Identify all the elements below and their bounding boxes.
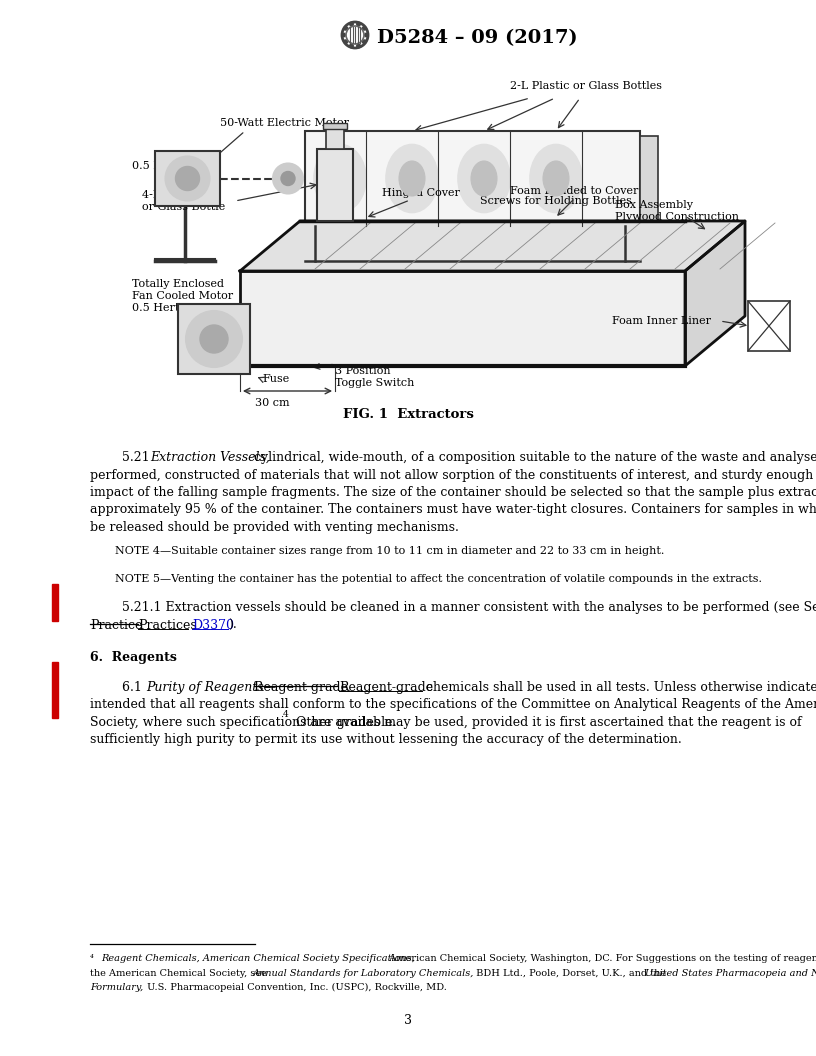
Text: NOTE 5—Venting the container has the potential to affect the concentration of vo: NOTE 5—Venting the container has the pot… — [115, 574, 762, 584]
Ellipse shape — [314, 145, 366, 212]
Circle shape — [362, 26, 366, 30]
Polygon shape — [685, 221, 745, 366]
Circle shape — [362, 40, 366, 43]
Circle shape — [200, 325, 228, 353]
Text: approximately 95 % of the container. The containers must have water-tight closur: approximately 95 % of the container. The… — [90, 504, 816, 516]
Text: Foam Bonded to Cover: Foam Bonded to Cover — [510, 186, 638, 196]
Text: Totally Enclosed
Fan Cooled Motor
0.5 Hertz, 93 Watts: Totally Enclosed Fan Cooled Motor 0.5 He… — [132, 280, 242, 313]
Circle shape — [273, 164, 303, 193]
Text: 50-Watt Electric Motor: 50-Watt Electric Motor — [220, 118, 349, 128]
Text: 2-L Plastic or Glass Bottles: 2-L Plastic or Glass Bottles — [510, 81, 662, 91]
Circle shape — [357, 44, 361, 48]
Circle shape — [186, 312, 242, 367]
Text: Reagent Chemicals, American Chemical Society Specifications,: Reagent Chemicals, American Chemical Soc… — [101, 954, 415, 963]
Text: NOTE 4—Suitable container sizes range from 10 to 11 cm in diameter and 22 to 33 : NOTE 4—Suitable container sizes range fr… — [115, 547, 664, 557]
Text: be released should be provided with venting mechanisms.: be released should be provided with vent… — [90, 521, 459, 534]
Text: Practices: Practices — [138, 619, 197, 631]
Text: 5.21.1 Extraction vessels should be cleaned in a manner consistent with the anal: 5.21.1 Extraction vessels should be clea… — [122, 602, 816, 615]
Text: Box Assembly
Plywood Construction: Box Assembly Plywood Construction — [615, 201, 739, 222]
Ellipse shape — [543, 161, 569, 196]
Bar — [52, 662, 59, 718]
Text: chemicals shall be used in all tests. Unless otherwise indicated, it is: chemicals shall be used in all tests. Un… — [422, 681, 816, 694]
Circle shape — [357, 22, 361, 25]
Text: 3: 3 — [404, 1015, 412, 1027]
Text: 30 cm: 30 cm — [255, 398, 290, 408]
Text: 6.  Reagents: 6. Reagents — [90, 652, 177, 664]
Text: Formulary,: Formulary, — [90, 983, 144, 992]
Polygon shape — [240, 221, 745, 271]
Circle shape — [166, 156, 210, 201]
Text: Other grades may be used, provided it is first ascertained that the reagent is o: Other grades may be used, provided it is… — [292, 716, 801, 729]
Ellipse shape — [530, 145, 582, 212]
Text: U.S. Pharmacopeial Convention, Inc. (USPC), Rockville, MD.: U.S. Pharmacopeial Convention, Inc. (USP… — [144, 983, 447, 993]
Circle shape — [349, 44, 353, 48]
Text: Extraction Vessels,: Extraction Vessels, — [150, 451, 270, 464]
Text: performed, constructed of materials that will not allow sorption of the constitu: performed, constructed of materials that… — [90, 469, 816, 482]
Bar — [317, 149, 353, 221]
Text: 0.5 Hertz: 0.5 Hertz — [132, 161, 185, 171]
Text: United States Pharmacopeia and National: United States Pharmacopeia and National — [645, 968, 816, 978]
Circle shape — [344, 40, 348, 43]
Ellipse shape — [386, 145, 438, 212]
Text: Fuse: Fuse — [262, 374, 289, 384]
Circle shape — [344, 26, 348, 30]
Text: 4-L Plastic
or Glass Bottle: 4-L Plastic or Glass Bottle — [142, 190, 225, 212]
Bar — [640, 136, 658, 221]
Text: ⁴: ⁴ — [90, 954, 97, 963]
Text: Purity of Reagents—: Purity of Reagents— — [146, 681, 276, 694]
Text: D5284 – 09 (2017): D5284 – 09 (2017) — [377, 29, 578, 48]
Text: 4: 4 — [283, 710, 289, 719]
Bar — [748, 301, 790, 351]
Text: D3370: D3370 — [192, 619, 234, 631]
Text: Society, where such specifications are available.: Society, where such specifications are a… — [90, 716, 397, 729]
Bar — [52, 584, 59, 621]
Text: American Chemical Society, Washington, DC. For Suggestions on the testing of rea: American Chemical Society, Washington, D… — [386, 954, 816, 963]
Circle shape — [349, 22, 353, 25]
Text: cylindrical, wide-mouth, of a composition suitable to the nature of the waste an: cylindrical, wide-mouth, of a compositio… — [250, 451, 816, 464]
Circle shape — [342, 33, 345, 37]
Text: Reagent grade: Reagent grade — [254, 681, 348, 694]
Text: Screws for Holding Bottles: Screws for Holding Bottles — [480, 196, 632, 206]
Text: Annual Standards for Laboratory Chemicals,: Annual Standards for Laboratory Chemical… — [253, 968, 474, 978]
Polygon shape — [240, 271, 685, 366]
Ellipse shape — [458, 145, 510, 212]
Ellipse shape — [399, 161, 425, 196]
Text: ).: ). — [228, 619, 237, 631]
Bar — [155, 151, 220, 206]
Circle shape — [365, 33, 368, 37]
Text: 3 Position
Toggle Switch: 3 Position Toggle Switch — [335, 366, 415, 388]
Text: Practice: Practice — [90, 619, 142, 631]
Circle shape — [175, 167, 199, 190]
Text: FIG. 1  Extractors: FIG. 1 Extractors — [343, 408, 473, 420]
Text: Foam Inner Liner: Foam Inner Liner — [612, 316, 711, 326]
Text: intended that all reagents shall conform to the specifications of the Committee : intended that all reagents shall conform… — [90, 698, 816, 712]
Bar — [178, 304, 250, 374]
Text: 5.21: 5.21 — [122, 451, 153, 464]
Ellipse shape — [327, 161, 353, 196]
Text: sufficiently high purity to permit its use without lessening the accuracy of the: sufficiently high purity to permit its u… — [90, 734, 681, 747]
Circle shape — [281, 171, 295, 186]
Ellipse shape — [471, 161, 497, 196]
Text: BDH Ltd., Poole, Dorset, U.K., and the: BDH Ltd., Poole, Dorset, U.K., and the — [473, 968, 669, 978]
Bar — [326, 129, 344, 149]
Bar — [323, 122, 347, 129]
Text: the American Chemical Society, see: the American Chemical Society, see — [90, 968, 270, 978]
Text: 6.1: 6.1 — [122, 681, 146, 694]
Text: Hinged Cover: Hinged Cover — [382, 188, 460, 199]
Text: impact of the falling sample fragments. The size of the container should be sele: impact of the falling sample fragments. … — [90, 486, 816, 499]
Text: Reagent-grade: Reagent-grade — [339, 681, 433, 694]
Bar — [305, 131, 640, 226]
